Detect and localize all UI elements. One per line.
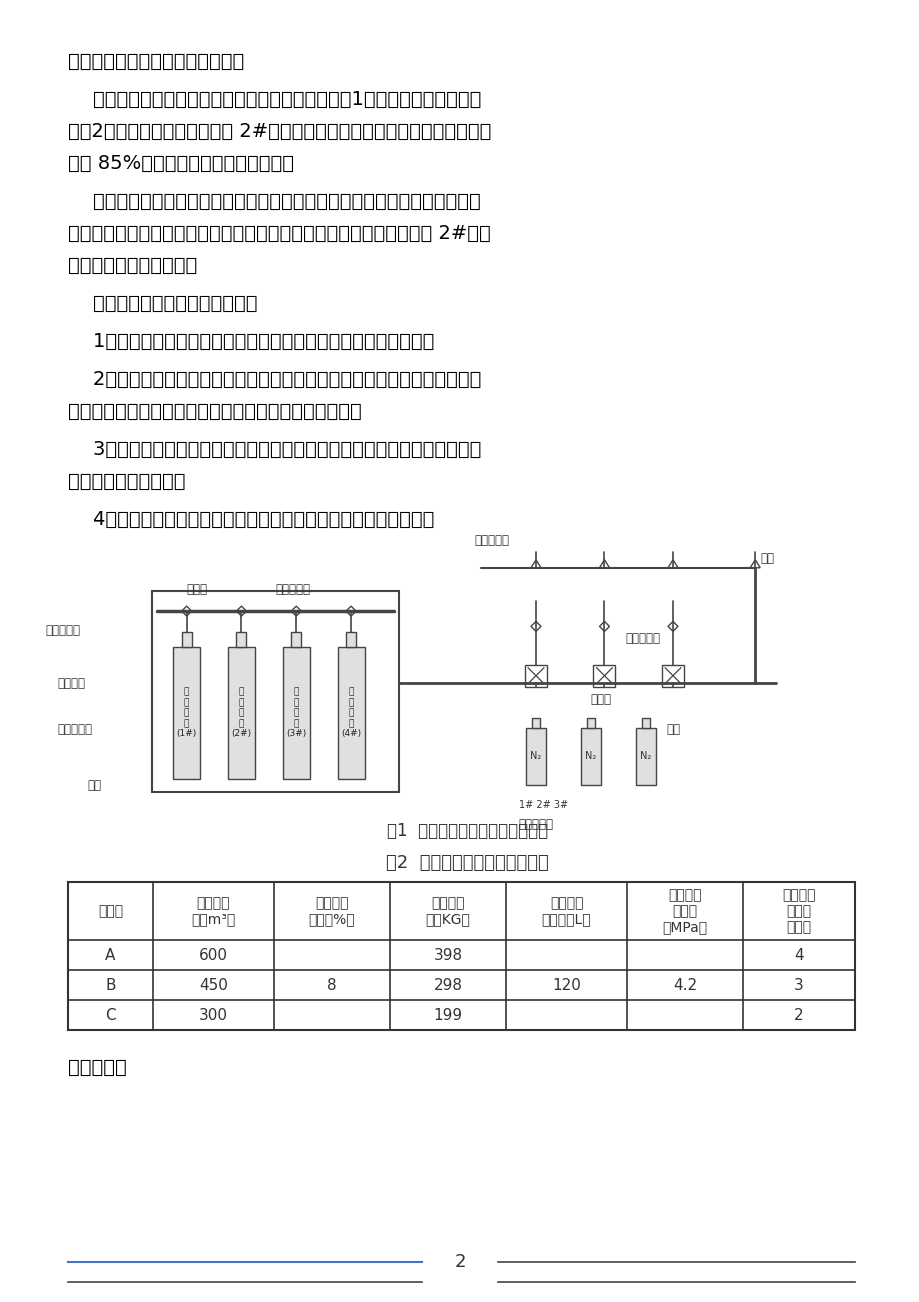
- Bar: [282, 647, 310, 780]
- Text: （三）七氟丙烷灭火系统检查情况: （三）七氟丙烷灭火系统检查情况: [68, 52, 244, 72]
- Polygon shape: [599, 621, 608, 631]
- Text: 七
氟
丙
烷
(2#): 七 氟 丙 烷 (2#): [232, 687, 251, 738]
- Text: 防护区容
积（m³）: 防护区容 积（m³）: [191, 896, 235, 926]
- Polygon shape: [346, 607, 356, 616]
- Bar: [68, 881, 854, 1030]
- Bar: [337, 647, 364, 780]
- Text: 图1  七氟丙烷灭火系统组成示意图: 图1 七氟丙烷灭火系统组成示意图: [387, 822, 548, 840]
- Text: 灭火剂储
存压力
（MPa）: 灭火剂储 存压力 （MPa）: [662, 888, 707, 935]
- Text: 如表2所示。检查发现，储瓶间 2#灭火剂储瓶的压力表显示压力为设计储存压: 如表2所示。检查发现，储瓶间 2#灭火剂储瓶的压力表显示压力为设计储存压: [68, 122, 491, 141]
- Bar: [173, 647, 200, 780]
- Polygon shape: [667, 560, 677, 568]
- Text: 集流管: 集流管: [187, 583, 208, 596]
- Text: 压力讯号器: 压力讯号器: [624, 631, 659, 644]
- Text: 2: 2: [793, 1008, 803, 1022]
- Polygon shape: [749, 560, 759, 568]
- Text: 300: 300: [199, 1008, 228, 1022]
- Text: 装置为几号驱动气瓶？: 装置为几号驱动气瓶？: [68, 473, 186, 491]
- Bar: [181, 631, 191, 647]
- Text: 398: 398: [433, 948, 462, 962]
- Text: 液体单向阀: 液体单向阀: [45, 624, 80, 637]
- Text: 气体单向阀: 气体单向阀: [276, 583, 311, 596]
- Text: B: B: [105, 978, 116, 992]
- Text: 120: 120: [551, 978, 581, 992]
- Polygon shape: [530, 560, 540, 568]
- Bar: [641, 719, 649, 728]
- Text: 3: 3: [793, 978, 803, 992]
- Text: 检查结束后，该单位安保部委托专业维修单位对气体灭火设备进行了维修，: 检查结束后，该单位安保部委托专业维修单位对气体灭火设备进行了维修，: [68, 191, 481, 211]
- Text: 灭火设计
浓度（%）: 灭火设计 浓度（%）: [308, 896, 355, 926]
- Bar: [346, 631, 356, 647]
- Text: N₂: N₂: [529, 751, 541, 762]
- Text: 2．指出素材（二）的场景中存在的问题及自动喷水给水泵未启动的原因，: 2．指出素材（二）的场景中存在的问题及自动喷水给水泵未启动的原因，: [68, 370, 481, 389]
- Polygon shape: [667, 621, 677, 631]
- Text: 4: 4: [793, 948, 803, 962]
- Text: 驱动气瓶组: 驱动气瓶组: [518, 818, 553, 831]
- Bar: [580, 728, 600, 785]
- Bar: [593, 664, 615, 686]
- Text: 450: 450: [199, 978, 228, 992]
- Text: 600: 600: [199, 948, 228, 962]
- Text: 选择阀: 选择阀: [590, 693, 611, 706]
- Text: N₂: N₂: [640, 751, 651, 762]
- Text: 298: 298: [433, 978, 462, 992]
- Bar: [236, 631, 246, 647]
- Text: 防护区: 防护区: [97, 904, 123, 918]
- Bar: [291, 631, 301, 647]
- Text: 1# 2# 3#: 1# 2# 3#: [518, 799, 567, 810]
- Text: 参考答案：: 参考答案：: [68, 1059, 127, 1077]
- Polygon shape: [599, 560, 608, 568]
- Text: 七
氟
丙
烷
(1#): 七 氟 丙 烷 (1#): [176, 687, 197, 738]
- Bar: [228, 647, 255, 780]
- Text: 力的 85%，系统存在组件缺失的问题。: 力的 85%，系统存在组件缺失的问题。: [68, 154, 294, 173]
- Text: 4.2: 4.2: [673, 978, 697, 992]
- Bar: [586, 719, 595, 728]
- Text: N₂: N₂: [584, 751, 596, 762]
- Text: C: C: [105, 1008, 116, 1022]
- Text: 灭火剂瓶组: 灭火剂瓶组: [57, 724, 92, 737]
- Text: 灭火剂钙
瓶数量
（只）: 灭火剂钙 瓶数量 （只）: [781, 888, 815, 935]
- Bar: [662, 664, 683, 686]
- Text: 灭火剂管路: 灭火剂管路: [474, 534, 509, 547]
- Text: 七
氟
丙
烷
(4#): 七 氟 丙 烷 (4#): [341, 687, 361, 738]
- Text: 嚙头: 嚙头: [759, 552, 774, 565]
- Bar: [635, 728, 655, 785]
- Text: 支架: 支架: [665, 724, 679, 737]
- Text: 表2  七氟丙烷灭火系统设置情况: 表2 七氟丙烷灭火系统设置情况: [386, 854, 549, 872]
- Text: 2: 2: [454, 1253, 465, 1271]
- Text: 信息中心的通信机房设有七氟丙烷灭火系统（如图1所示），系统设置情况: 信息中心的通信机房设有七氟丙烷灭火系统（如图1所示），系统设置情况: [68, 90, 481, 109]
- Polygon shape: [181, 607, 191, 616]
- Text: 维修单位派人到现场，焊接了缺失组件的底座，并安装了缺失组件；对 2#灭火: 维修单位派人到现场，焊接了缺失组件的底座，并安装了缺失组件；对 2#灭火: [68, 224, 490, 243]
- Polygon shape: [291, 607, 301, 616]
- Text: 高压软管: 高压软管: [57, 677, 85, 690]
- Text: 灭火剂用
量（KG）: 灭火剂用 量（KG）: [425, 896, 470, 926]
- Bar: [526, 728, 545, 785]
- Text: 1．根据建筑灭火器检查情况，简述哪些灭火器需要维修、报废。: 1．根据建筑灭火器检查情况，简述哪些灭火器需要维修、报废。: [68, 332, 434, 352]
- Bar: [525, 664, 547, 686]
- Text: A: A: [105, 948, 116, 962]
- Polygon shape: [236, 607, 246, 616]
- Text: 支架: 支架: [87, 780, 101, 793]
- Text: 根据以上材料，回答下列问题。: 根据以上材料，回答下列问题。: [68, 294, 257, 312]
- Text: 七
氟
丙
烷
(3#): 七 氟 丙 烷 (3#): [286, 687, 306, 738]
- Text: 灭火剂钙
瓶容积（L）: 灭火剂钙 瓶容积（L）: [541, 896, 591, 926]
- Text: 剂储瓶补压至设计压力。: 剂储瓶补压至设计压力。: [68, 256, 197, 275]
- Polygon shape: [530, 621, 540, 631]
- Text: 199: 199: [433, 1008, 462, 1022]
- Bar: [153, 591, 399, 792]
- Text: 8: 8: [326, 978, 336, 992]
- Text: 并简述湿式自动喷水灭火系统联动功能检查测试的方法。: 并简述湿式自动喷水灭火系统联动功能检查测试的方法。: [68, 402, 361, 421]
- Text: 3．七氟丙烷灭火系统在储瓶间未安装哪种组件？最大防护区时对应的驱动: 3．七氟丙烷灭火系统在储瓶间未安装哪种组件？最大防护区时对应的驱动: [68, 440, 481, 460]
- Text: 4．简述检修维修单位对储瓶间气体灭火设备维修时存在的问题。: 4．简述检修维修单位对储瓶间气体灭火设备维修时存在的问题。: [68, 510, 434, 529]
- Bar: [531, 719, 539, 728]
